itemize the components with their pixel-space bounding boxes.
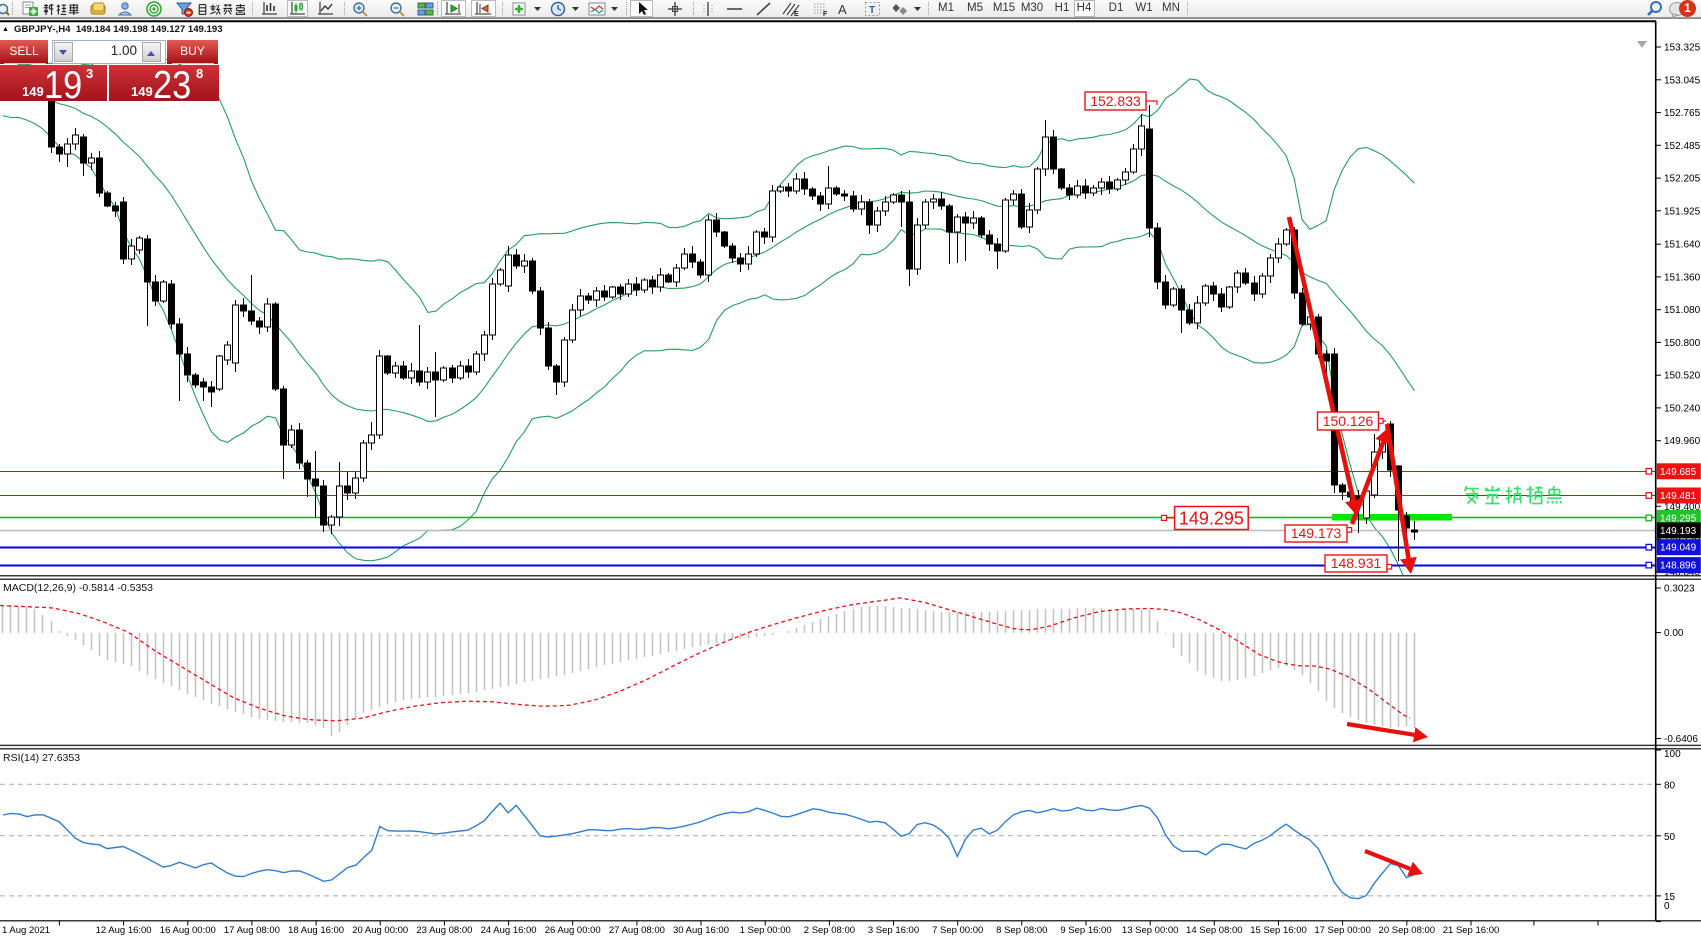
svg-text:150.800: 150.800 <box>1664 338 1701 349</box>
svg-text:20 Aug 00:00: 20 Aug 00:00 <box>352 925 408 936</box>
svg-text:1 Aug 2021: 1 Aug 2021 <box>2 925 50 936</box>
svg-text:F: F <box>823 11 828 17</box>
svg-text:148.931: 148.931 <box>1331 555 1382 571</box>
svg-text:149.400: 149.400 <box>1664 502 1701 513</box>
svg-text:14 Sep 08:00: 14 Sep 08:00 <box>1186 925 1243 936</box>
svg-text:GBPJPY-,H4 149.184 149.198 14: GBPJPY-,H4 149.184 149.198 149.127 149.1… <box>14 24 223 35</box>
svg-text:151.360: 151.360 <box>1664 272 1701 283</box>
svg-text:0: 0 <box>1664 901 1670 912</box>
svg-text:149.481: 149.481 <box>1660 491 1697 502</box>
svg-text:30 Aug 16:00: 30 Aug 16:00 <box>673 925 729 936</box>
svg-text:152.205: 152.205 <box>1664 174 1701 185</box>
svg-text:13 Sep 00:00: 13 Sep 00:00 <box>1122 925 1179 936</box>
svg-text:24 Aug 16:00: 24 Aug 16:00 <box>481 925 537 936</box>
svg-text:149.685: 149.685 <box>1660 467 1697 478</box>
svg-text:149.049: 149.049 <box>1660 543 1697 554</box>
svg-text:MACD(12,26,9) -0.5814 -0.5353: MACD(12,26,9) -0.5814 -0.5353 <box>3 582 153 594</box>
svg-text:150.240: 150.240 <box>1664 403 1701 414</box>
svg-text:149.193: 149.193 <box>1660 526 1697 537</box>
svg-text:17 Aug 08:00: 17 Aug 08:00 <box>224 925 280 936</box>
svg-text:3 Sep 16:00: 3 Sep 16:00 <box>868 925 919 936</box>
svg-text:2 Sep 08:00: 2 Sep 08:00 <box>804 925 855 936</box>
svg-text:152.765: 152.765 <box>1664 108 1701 119</box>
svg-text:15: 15 <box>1664 892 1676 903</box>
svg-text:152.485: 152.485 <box>1664 141 1701 152</box>
svg-text:100: 100 <box>1664 749 1681 760</box>
svg-text:7 Sep 00:00: 7 Sep 00:00 <box>932 925 983 936</box>
svg-text:17 Sep 00:00: 17 Sep 00:00 <box>1314 925 1371 936</box>
svg-text:T: T <box>869 5 875 16</box>
svg-text:20 Sep 08:00: 20 Sep 08:00 <box>1379 925 1436 936</box>
svg-text:80: 80 <box>1664 780 1676 791</box>
svg-text:RSI(14) 27.6353: RSI(14) 27.6353 <box>3 752 80 764</box>
svg-text:8 Sep 08:00: 8 Sep 08:00 <box>996 925 1047 936</box>
svg-text:18 Aug 16:00: 18 Aug 16:00 <box>288 925 344 936</box>
svg-text:149.295: 149.295 <box>1660 513 1697 524</box>
svg-text:21 Sep 16:00: 21 Sep 16:00 <box>1443 925 1500 936</box>
svg-text:E: E <box>794 11 799 17</box>
svg-text:▲: ▲ <box>2 26 9 33</box>
svg-text:148.896: 148.896 <box>1660 561 1697 572</box>
svg-text:26 Aug 00:00: 26 Aug 00:00 <box>545 925 601 936</box>
svg-text:1 Sep 00:00: 1 Sep 00:00 <box>740 925 791 936</box>
svg-text:149.960: 149.960 <box>1664 436 1701 447</box>
svg-text:150.126: 150.126 <box>1323 413 1374 429</box>
svg-text:0.00: 0.00 <box>1664 628 1684 639</box>
svg-text:23 Aug 08:00: 23 Aug 08:00 <box>416 925 472 936</box>
svg-text:50: 50 <box>1664 832 1676 843</box>
svg-text:153.045: 153.045 <box>1664 75 1701 86</box>
svg-text:149.295: 149.295 <box>1179 509 1244 529</box>
svg-text:149.173: 149.173 <box>1291 525 1342 541</box>
svg-text:27 Aug 08:00: 27 Aug 08:00 <box>609 925 665 936</box>
svg-text:-0.6406: -0.6406 <box>1664 734 1698 745</box>
svg-text:151.640: 151.640 <box>1664 240 1701 251</box>
svg-text:151.080: 151.080 <box>1664 305 1701 316</box>
svg-text:151.925: 151.925 <box>1664 206 1701 217</box>
svg-text:12 Aug 16:00: 12 Aug 16:00 <box>96 925 152 936</box>
svg-text:9 Sep 16:00: 9 Sep 16:00 <box>1060 925 1111 936</box>
svg-text:15 Sep 16:00: 15 Sep 16:00 <box>1250 925 1307 936</box>
svg-text:152.833: 152.833 <box>1090 93 1141 109</box>
svg-text:16 Aug 00:00: 16 Aug 00:00 <box>160 925 216 936</box>
svg-text:153.325: 153.325 <box>1664 43 1701 54</box>
svg-text:150.520: 150.520 <box>1664 371 1701 382</box>
svg-text:0.3023: 0.3023 <box>1664 584 1695 595</box>
